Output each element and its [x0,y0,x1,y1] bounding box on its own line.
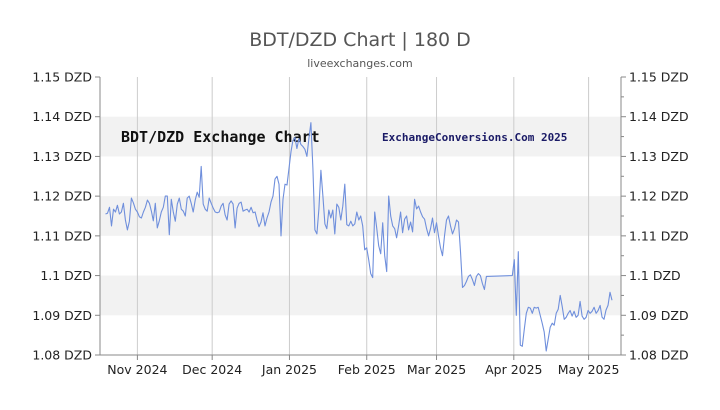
chart-watermark-right: ExchangeConversions.Com 2025 [382,131,567,144]
y-axis-left-ticks: 1.15 DZD 1.14 DZD 1.13 DZD 1.12 DZD 1.11 DZD… [32,70,100,363]
y-tick-label-right: 1.14 DZD [629,109,689,124]
y-tick-label-right: 1.13 DZD [629,149,689,164]
x-tick-label: Nov 2024 [107,362,167,377]
x-tick-label: Jan 2025 [261,362,317,377]
y-tick-label: 1.14 DZD [32,109,92,124]
y-tick-label: 1.1 DZD [40,268,92,283]
grid-band [100,116,621,157]
y-axis-right-ticks: 1.15 DZD 1.14 DZD 1.13 DZD 1.12 DZD 1.11 DZD… [621,70,689,363]
series-group [105,122,613,352]
y-tick-label-right: 1.09 DZD [629,308,689,323]
y-tick-label-right: 1.08 DZD [629,348,689,363]
y-tick-label-right: 1.12 DZD [629,189,689,204]
chart-subtitle: liveexchanges.com [307,57,412,70]
chart-watermark-left: BDT/DZD Exchange Chart [121,128,320,146]
x-tick-label: Apr 2025 [485,362,542,377]
grid-band [100,275,621,316]
y-tick-label-right: 1.15 DZD [629,70,689,85]
x-tick-label: Feb 2025 [338,362,396,377]
y-tick-label: 1.15 DZD [32,70,92,85]
y-tick-label: 1.09 DZD [32,308,92,323]
series-line [105,122,613,352]
x-axis-ticks: Nov 2024 Dec 2024 Jan 2025 Feb 2025 Mar 2025… [107,355,619,377]
vertical-gridlines [136,77,590,355]
y-tick-label: 1.12 DZD [32,189,92,204]
y-tick-label-right: 1.11 DZD [629,228,689,243]
x-tick-label: Dec 2024 [182,362,242,377]
x-tick-label: May 2025 [558,362,620,377]
chart-title: BDT/DZD Chart | 180 D [249,29,471,51]
y-tick-label: 1.11 DZD [32,228,92,243]
x-tick-label: Mar 2025 [407,362,466,377]
y-tick-label-right: 1.1 DZD [629,268,681,283]
y-tick-label: 1.08 DZD [32,348,92,363]
y-tick-label: 1.13 DZD [32,149,92,164]
